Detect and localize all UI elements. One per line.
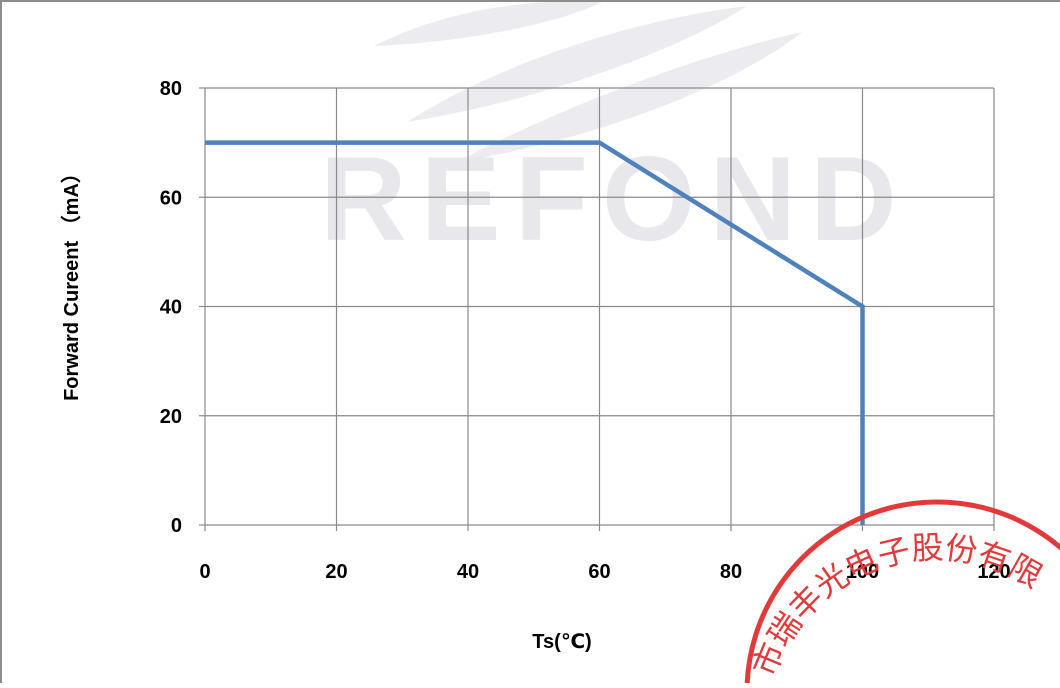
watermark-text: REFOND [320,132,911,266]
x-tick-label: 0 [199,561,210,583]
x-tick-label: 80 [720,561,742,583]
seal-ring [744,499,1060,688]
y-tick-label: 0 [171,515,182,537]
y-tick-label: 20 [160,406,182,428]
seal-text: 市瑞丰光电子股份有限 [745,528,1049,681]
y-tick-label: 60 [160,187,182,209]
x-tick-label: 60 [588,561,610,583]
company-seal: 市瑞丰光电子股份有限 [744,499,1060,688]
x-axis-title: Ts(℃) [532,631,591,653]
x-tick-labels: 0 20 40 60 80 100 120 [199,561,1010,583]
y-tick-label: 80 [160,78,182,100]
grid [199,87,995,531]
x-tick-label: 20 [325,561,347,583]
series-layer [205,140,865,525]
watermark: REFOND [320,1,911,266]
watermark-swoosh-2 [407,6,747,122]
x-tick-label: 40 [457,561,479,583]
series-line [205,140,865,525]
watermark-swoosh-3 [457,32,802,162]
x-tick-label: 100 [846,561,879,583]
y-axis-title: Forward Cureent （mA） [60,163,83,401]
watermark-swoosh-1 [374,1,602,46]
x-tick-label: 120 [977,561,1010,583]
y-tick-labels: 0 20 40 60 80 [160,78,182,537]
y-tick-label: 40 [160,297,182,319]
